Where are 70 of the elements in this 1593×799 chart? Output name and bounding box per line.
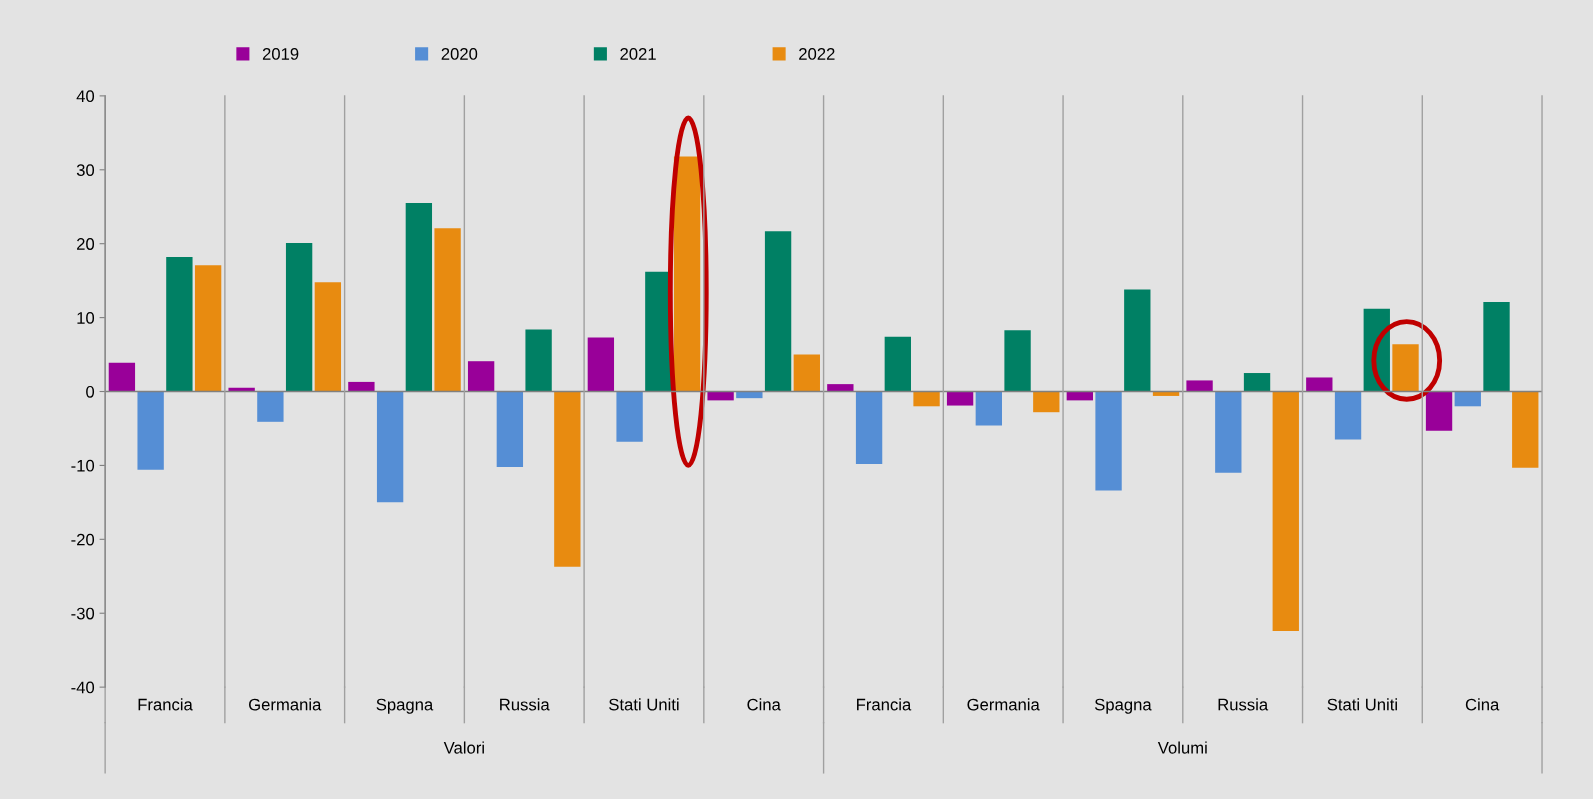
bar [525,329,552,392]
y-tick-label: 40 [76,90,95,103]
bar [1425,391,1453,431]
bar [764,231,792,392]
x-tick-label: Francia [138,698,193,711]
bar [884,336,911,392]
y-tick-label: -20 [71,533,95,546]
bar [348,381,375,392]
x-tick-label: Cina [747,698,781,711]
x-tick-label: Russia [500,698,550,711]
legend-label: 2022 [799,48,835,60]
bar [1392,344,1419,392]
x-tick-label: Cina [1465,698,1500,711]
text: Volumi [1157,741,1207,754]
y-tick-label: 10 [77,312,95,324]
bar [1334,391,1362,440]
bar [1215,391,1242,473]
bar [1033,391,1060,413]
y-tick-label: 20 [77,238,95,250]
bar [1004,330,1031,392]
y-tick-label: -10 [71,459,95,472]
bar [376,391,404,503]
legend-label: 2020 [441,48,478,60]
bar [913,391,940,407]
bar [1095,391,1122,491]
bar [257,391,284,422]
bar [166,257,193,392]
bar [434,228,461,392]
x-tick-label: Francia [857,698,912,711]
bar [405,203,433,392]
bar [1483,302,1510,392]
x-tick-label: Spagna [1094,698,1152,714]
bar [1454,391,1481,407]
bar [314,282,342,392]
bar [673,156,701,392]
bar [827,384,854,392]
bar [616,391,643,442]
x-tick-label: Stati Uniti [1327,698,1397,711]
legend-label: 2019 [262,48,299,60]
bar [707,391,734,401]
bar [137,391,164,470]
bar [1243,373,1271,392]
bar [285,242,313,392]
bar [587,337,615,392]
y-tick-label: 0 [86,385,95,398]
bar [855,391,883,464]
bar [1306,377,1333,392]
bar [1186,380,1213,392]
x-tick-label: Stati Uniti [609,698,679,711]
bar [975,391,1002,426]
x-tick-label: Russia [1218,698,1269,711]
y-tick-label: 30 [76,164,95,176]
bar [1272,391,1299,631]
bar [946,391,974,406]
bar [467,361,495,392]
x-tick-label: Germania [967,698,1040,711]
bar [1512,391,1539,468]
text: Valori [443,741,484,754]
x-tick-label: Germania [249,698,322,711]
bar [108,362,136,392]
bar [736,391,763,399]
bar [554,391,581,567]
y-tick-label: -30 [71,607,95,620]
x-tick-label: Spagna [376,698,434,714]
bar [496,391,524,467]
y-tick-label: -40 [71,681,95,694]
bar [1124,289,1151,392]
legend-label: 2021 [620,48,656,60]
bar [194,265,222,392]
bar [793,354,820,392]
